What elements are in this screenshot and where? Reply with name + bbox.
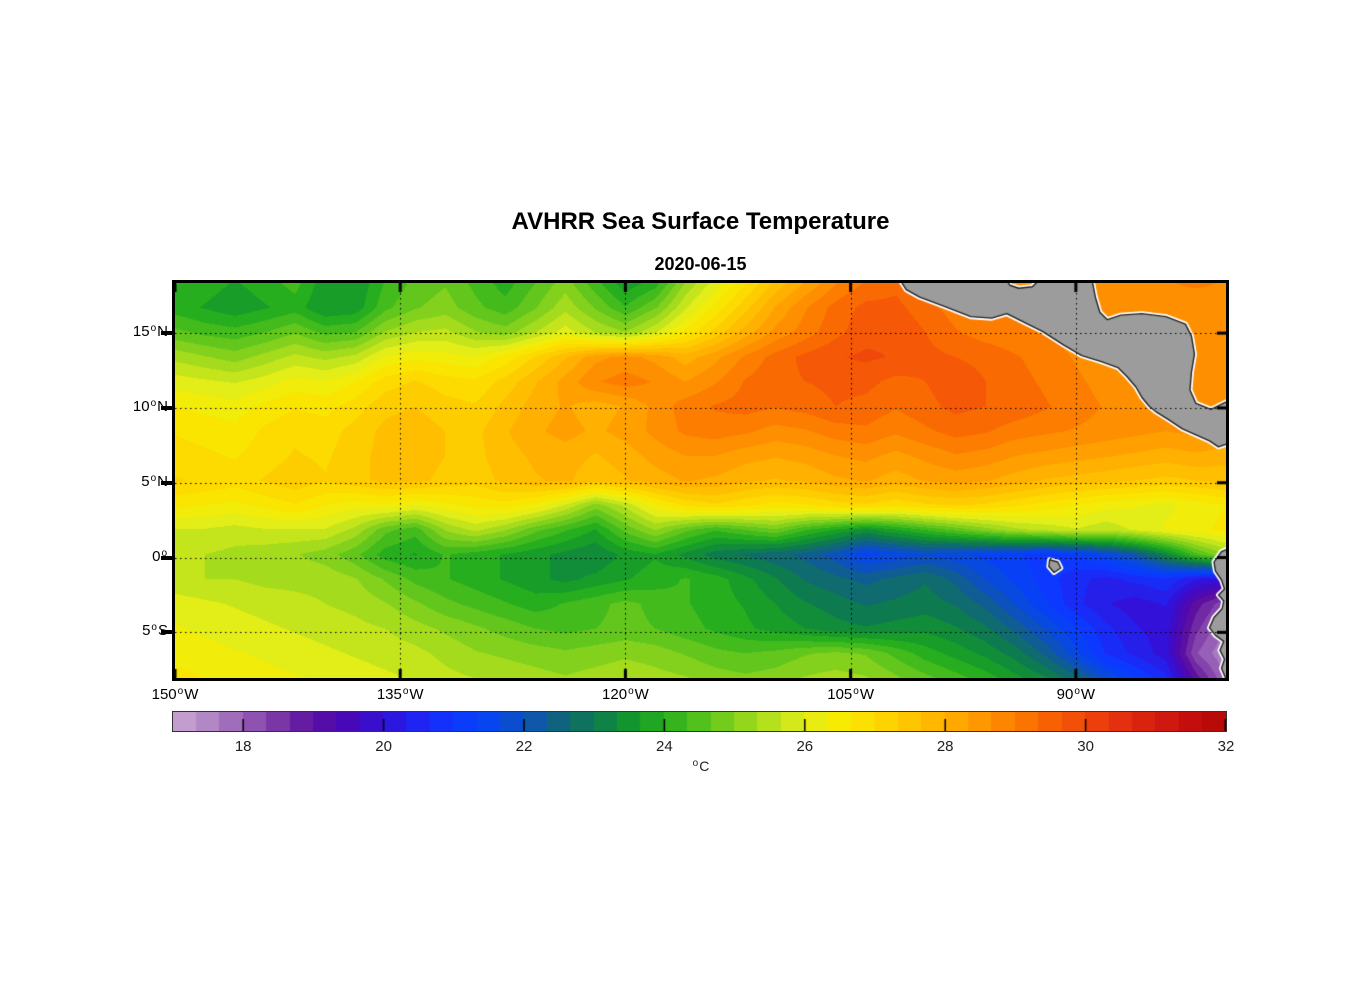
colorbar-tick-label: 20 (375, 738, 392, 755)
colorbar-canvas (173, 712, 1226, 731)
x-tick-label: 90oW (1056, 686, 1096, 703)
sst-map-canvas (175, 283, 1226, 678)
colorbar-tick-label: 30 (1077, 738, 1094, 755)
colorbar-tick-label: 32 (1217, 738, 1235, 755)
colorbar-tick-label: 24 (656, 738, 673, 755)
colorbar-tick-label: 28 (936, 738, 954, 755)
x-tick-label: 120oW (602, 686, 649, 703)
y-tick-label: 5oS (142, 622, 168, 640)
x-tick-label: 150oW (151, 686, 199, 703)
y-tick-label: 0o (152, 547, 167, 565)
y-tick-label: 15oN (132, 323, 168, 341)
x-tick-label: 105oW (827, 686, 875, 703)
y-tick-label: 5oN (141, 472, 168, 490)
plot-subtitle: 2020-06-15 (654, 254, 747, 274)
y-axis-tick (161, 555, 175, 560)
y-tick-label: 10oN (132, 397, 168, 415)
y-axis-tick (161, 630, 175, 635)
colorbar-tick-label: 22 (515, 738, 533, 755)
colorbar (172, 711, 1227, 732)
y-axis-tick (161, 480, 175, 485)
colorbar-unit-label: oC (692, 758, 710, 774)
colorbar-tick-label: 18 (234, 738, 252, 755)
plot-title: AVHRR Sea Surface Temperature (511, 208, 890, 235)
x-tick-label: 135oW (376, 686, 424, 703)
y-axis-tick (161, 405, 175, 410)
colorbar-tick-label: 26 (796, 738, 814, 755)
y-axis-tick (161, 331, 175, 336)
